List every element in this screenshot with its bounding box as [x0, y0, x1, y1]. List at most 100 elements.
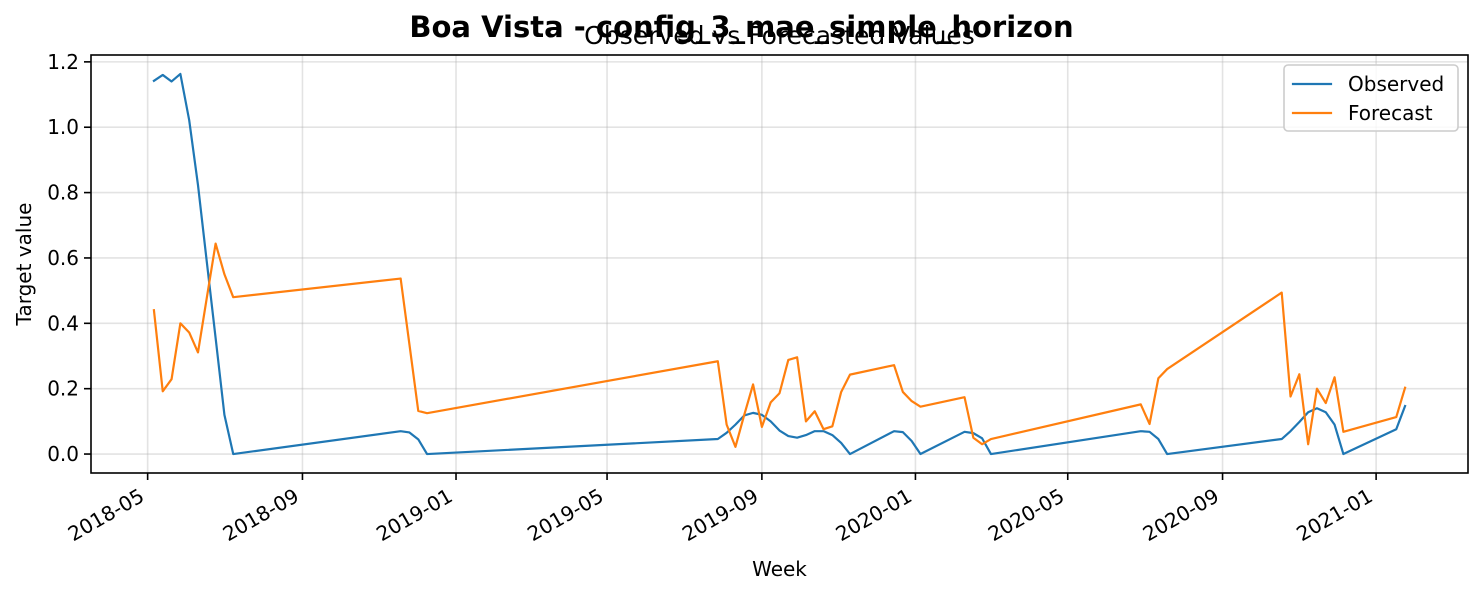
- forecast-point: [1155, 375, 1161, 381]
- forecast-point: [829, 423, 835, 429]
- forecast-point: [1138, 401, 1144, 407]
- observed-line: [152, 72, 1407, 456]
- forecast-point: [715, 358, 721, 364]
- observed-point: [415, 436, 421, 442]
- forecast-point: [812, 408, 818, 414]
- forecast-point: [1288, 394, 1294, 400]
- observed-point: [1288, 428, 1294, 434]
- forecast-point: [891, 362, 897, 368]
- observed-point: [785, 433, 791, 439]
- observed-point: [715, 436, 721, 442]
- series-layer: [151, 71, 1408, 457]
- observed-point: [195, 182, 201, 188]
- forecast-point: [213, 241, 219, 247]
- forecast-point: [1164, 366, 1170, 372]
- forecast-point: [803, 418, 809, 424]
- y-axis-label: Target value: [12, 203, 36, 327]
- forecast-point: [917, 404, 923, 410]
- observed-point: [1147, 429, 1153, 435]
- forecast-point: [794, 354, 800, 360]
- forecast-point: [1305, 441, 1311, 447]
- forecast-point: [221, 271, 227, 277]
- observed-point: [812, 428, 818, 434]
- observed-point: [891, 428, 897, 434]
- forecast-point: [750, 381, 756, 387]
- observed-point: [962, 429, 968, 435]
- forecast-point: [785, 357, 791, 363]
- forecast-point: [847, 372, 853, 378]
- forecast-point: [821, 426, 827, 432]
- forecast-point: [970, 435, 976, 441]
- forecast-point: [979, 441, 985, 447]
- observed-point: [1164, 451, 1170, 457]
- observed-point: [151, 78, 157, 84]
- y-tick-label: 0.6: [47, 246, 79, 270]
- observed-point: [406, 429, 412, 435]
- observed-point: [794, 435, 800, 441]
- forecast-point: [1393, 414, 1399, 420]
- observed-point: [1340, 451, 1346, 457]
- forecast-point: [177, 320, 183, 326]
- observed-point: [1332, 422, 1338, 428]
- forecast-point: [1296, 371, 1302, 377]
- observed-point: [750, 410, 756, 416]
- observed-point: [221, 412, 227, 418]
- observed-point: [204, 259, 210, 265]
- forecast-point: [406, 342, 412, 348]
- y-tick-label: 0.4: [47, 311, 79, 335]
- forecast-point: [741, 412, 747, 418]
- observed-point: [909, 438, 915, 444]
- forecast-point: [909, 398, 915, 404]
- observed-point: [169, 78, 175, 84]
- forecast-point: [962, 394, 968, 400]
- forecast-point: [1402, 385, 1408, 391]
- legend-label-forecast: Forecast: [1348, 101, 1433, 125]
- forecast-point: [1314, 386, 1320, 392]
- forecast-point: [724, 422, 730, 428]
- observed-point: [1323, 409, 1329, 415]
- forecast-point: [169, 376, 175, 382]
- legend-label-observed: Observed: [1348, 72, 1444, 96]
- observed-point: [732, 422, 738, 428]
- legend: Observed Forecast: [1283, 64, 1459, 132]
- observed-point: [988, 451, 994, 457]
- observed-point: [777, 428, 783, 434]
- forecast-point: [151, 307, 157, 313]
- observed-point: [838, 440, 844, 446]
- plot-frame: [90, 54, 1469, 474]
- forecast-point: [1332, 374, 1338, 380]
- observed-point: [1279, 436, 1285, 442]
- forecast-point: [1340, 429, 1346, 435]
- observed-point: [424, 451, 430, 457]
- observed-point: [1402, 403, 1408, 409]
- observed-point: [917, 451, 923, 457]
- y-tick-label: 0.2: [47, 377, 79, 401]
- observed-point: [1155, 436, 1161, 442]
- forecast-point: [838, 389, 844, 395]
- y-tick-label: 1.0: [47, 115, 79, 139]
- observed-point: [900, 429, 906, 435]
- observed-point: [847, 451, 853, 457]
- observed-point: [829, 432, 835, 438]
- observed-point: [230, 451, 236, 457]
- observed-point: [768, 418, 774, 424]
- legend-frame: [1283, 64, 1459, 132]
- forecast-point: [230, 294, 236, 300]
- observed-point: [177, 71, 183, 77]
- observed-point: [803, 432, 809, 438]
- chart-subtitle: Observed vs Forecasted Values: [584, 21, 975, 50]
- y-tick-label: 0.0: [47, 442, 79, 466]
- observed-point: [1393, 426, 1399, 432]
- forecast-point: [1279, 290, 1285, 296]
- y-axis: 0.0 0.2 0.4 0.6 0.8 1.0 1.2: [47, 50, 91, 466]
- forecast-point: [732, 444, 738, 450]
- observed-point: [186, 117, 192, 123]
- observed-point: [160, 72, 166, 78]
- observed-point: [979, 435, 985, 441]
- observed-point: [398, 428, 404, 434]
- forecast-point: [900, 389, 906, 395]
- forecast-point: [195, 349, 201, 355]
- forecast-point: [398, 276, 404, 282]
- forecast-point: [777, 390, 783, 396]
